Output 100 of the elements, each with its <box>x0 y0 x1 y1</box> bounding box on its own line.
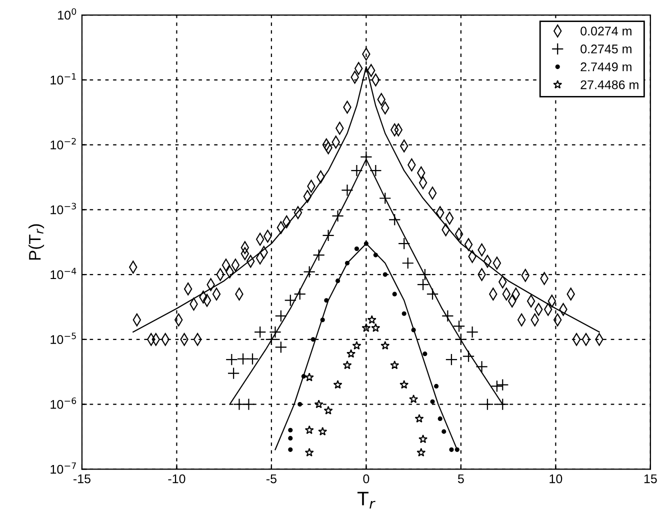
point <box>466 326 478 338</box>
point <box>227 367 240 380</box>
point <box>449 447 454 452</box>
point <box>426 288 439 300</box>
point <box>242 398 255 410</box>
point <box>402 311 406 316</box>
point <box>400 380 409 389</box>
point <box>388 214 401 226</box>
point <box>390 360 400 370</box>
point <box>418 434 428 444</box>
y-tick-label: 10$^{−3}$ <box>50 202 76 214</box>
point <box>416 448 426 457</box>
point <box>236 352 250 366</box>
point <box>312 248 325 262</box>
point <box>379 192 392 204</box>
point <box>371 323 380 332</box>
point <box>288 447 293 452</box>
point <box>362 323 371 332</box>
point <box>442 310 454 322</box>
point <box>481 398 494 410</box>
point <box>414 414 424 423</box>
point <box>462 350 475 362</box>
point <box>335 278 340 284</box>
point <box>434 384 439 389</box>
y-tick-label: 10$^{−4}$ <box>50 268 76 280</box>
x-tick-label: -10 <box>168 474 186 484</box>
point <box>382 272 388 277</box>
point <box>254 326 266 338</box>
x-tick-label: -15 <box>73 474 90 484</box>
point <box>246 352 259 366</box>
point <box>364 241 368 246</box>
y-tick-label: 10$^{−1}$ <box>50 73 76 84</box>
point <box>476 360 488 373</box>
point <box>344 260 350 266</box>
point <box>496 398 509 410</box>
point <box>373 252 378 258</box>
legend-label: 0.0274 m <box>580 26 632 36</box>
point <box>445 353 458 366</box>
point <box>346 349 356 358</box>
point <box>314 400 324 408</box>
point <box>380 340 390 350</box>
point <box>274 341 288 354</box>
legend-label: 27.4486 m <box>580 80 638 90</box>
point <box>318 426 328 436</box>
point <box>303 266 316 278</box>
point <box>454 447 460 452</box>
point <box>274 310 288 322</box>
point <box>304 372 314 382</box>
point <box>416 278 430 291</box>
point <box>422 352 428 356</box>
point <box>342 360 352 370</box>
point <box>367 315 376 324</box>
point <box>304 448 314 457</box>
point <box>350 164 363 177</box>
point <box>352 340 362 350</box>
x-axis-title: T$_{r}$ <box>357 492 376 508</box>
point <box>310 337 316 342</box>
point <box>392 292 397 296</box>
point <box>438 416 442 421</box>
point <box>298 402 302 407</box>
y-axis-title: P(T$_{r}$) <box>28 224 44 260</box>
point <box>333 380 342 389</box>
x-tick-label: 15 <box>644 474 657 484</box>
point <box>360 150 372 164</box>
point <box>324 298 329 303</box>
legend-label: 2.7449 m <box>580 62 632 72</box>
point <box>490 380 504 392</box>
x-tick-label: -5 <box>266 474 276 484</box>
x-tick-label: 10 <box>550 474 562 484</box>
point <box>370 164 382 177</box>
point <box>411 328 416 332</box>
y-tick-label: 10$^{−2}$ <box>50 138 76 150</box>
point <box>301 374 306 379</box>
point <box>320 318 325 322</box>
x-tick-label: 0 <box>363 474 370 484</box>
point <box>233 398 246 410</box>
point <box>284 294 297 306</box>
y-tick-label: 10$^{0}$ <box>58 8 76 20</box>
point <box>496 378 509 391</box>
legend-label: 0.2745 m <box>580 44 632 54</box>
point <box>442 429 446 434</box>
point <box>294 288 306 300</box>
point <box>402 257 414 270</box>
y-tick-label: 10$^{−7}$ <box>50 462 76 474</box>
point <box>354 246 360 252</box>
y-tick-label: 10$^{−6}$ <box>50 397 76 409</box>
point <box>288 436 293 441</box>
point <box>324 406 333 415</box>
point <box>288 428 293 432</box>
point <box>398 237 410 250</box>
y-tick-label: 10$^{−5}$ <box>50 332 76 344</box>
point <box>304 425 314 434</box>
point <box>418 268 432 281</box>
point <box>322 229 334 242</box>
point <box>409 394 418 404</box>
point <box>430 399 435 404</box>
point <box>452 320 466 332</box>
point <box>341 184 354 196</box>
point <box>332 210 344 222</box>
point <box>226 353 238 366</box>
